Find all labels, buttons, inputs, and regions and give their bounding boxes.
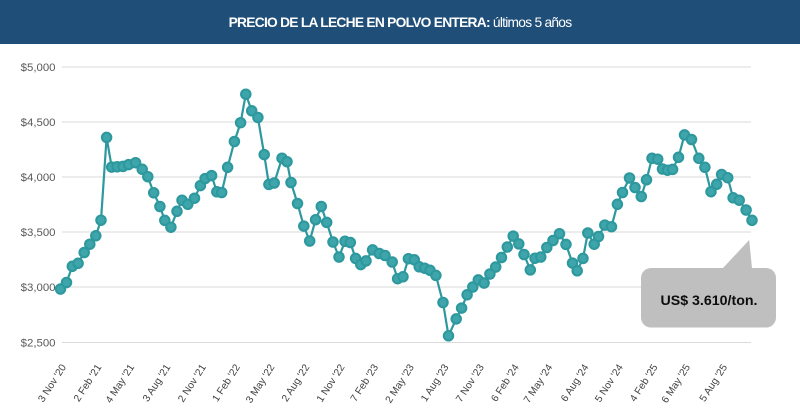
svg-text:3 Nov '20: 3 Nov '20 <box>37 362 70 404</box>
svg-text:7 May '24: 7 May '24 <box>522 362 555 405</box>
svg-text:4 Feb '25: 4 Feb '25 <box>628 362 660 404</box>
svg-text:7 Feb '23: 7 Feb '23 <box>349 362 381 404</box>
svg-text:7 Nov '23: 7 Nov '23 <box>454 362 487 404</box>
svg-text:$2,500: $2,500 <box>21 338 56 350</box>
svg-text:3 Aug '21: 3 Aug '21 <box>141 362 173 404</box>
svg-text:1 Aug '23: 1 Aug '23 <box>419 362 451 404</box>
svg-text:5 Aug '25: 5 Aug '25 <box>698 362 730 404</box>
svg-text:1 Nov '22: 1 Nov '22 <box>315 362 348 404</box>
svg-text:$4,000: $4,000 <box>21 172 56 184</box>
svg-text:$3,500: $3,500 <box>21 227 56 239</box>
svg-text:6 Aug '24: 6 Aug '24 <box>559 362 591 404</box>
svg-text:2 Nov '21: 2 Nov '21 <box>176 362 209 404</box>
svg-text:2 Aug '22: 2 Aug '22 <box>280 362 312 404</box>
svg-text:3 May '22: 3 May '22 <box>244 362 277 405</box>
svg-text:5 Nov '24: 5 Nov '24 <box>593 362 626 404</box>
svg-text:US$ 3.610/ton.: US$ 3.610/ton. <box>661 293 758 309</box>
svg-text:$5,000: $5,000 <box>21 62 56 74</box>
svg-text:$3,000: $3,000 <box>21 282 56 294</box>
svg-text:1 Feb '22: 1 Feb '22 <box>211 362 243 404</box>
svg-text:$4,500: $4,500 <box>21 117 56 129</box>
svg-text:2 Feb '21: 2 Feb '21 <box>72 362 104 404</box>
svg-text:4 May '21: 4 May '21 <box>104 362 137 405</box>
svg-text:6 Feb '24: 6 Feb '24 <box>490 362 522 404</box>
svg-text:2 May '23: 2 May '23 <box>384 362 417 405</box>
svg-text:6 May '25: 6 May '25 <box>660 362 693 405</box>
